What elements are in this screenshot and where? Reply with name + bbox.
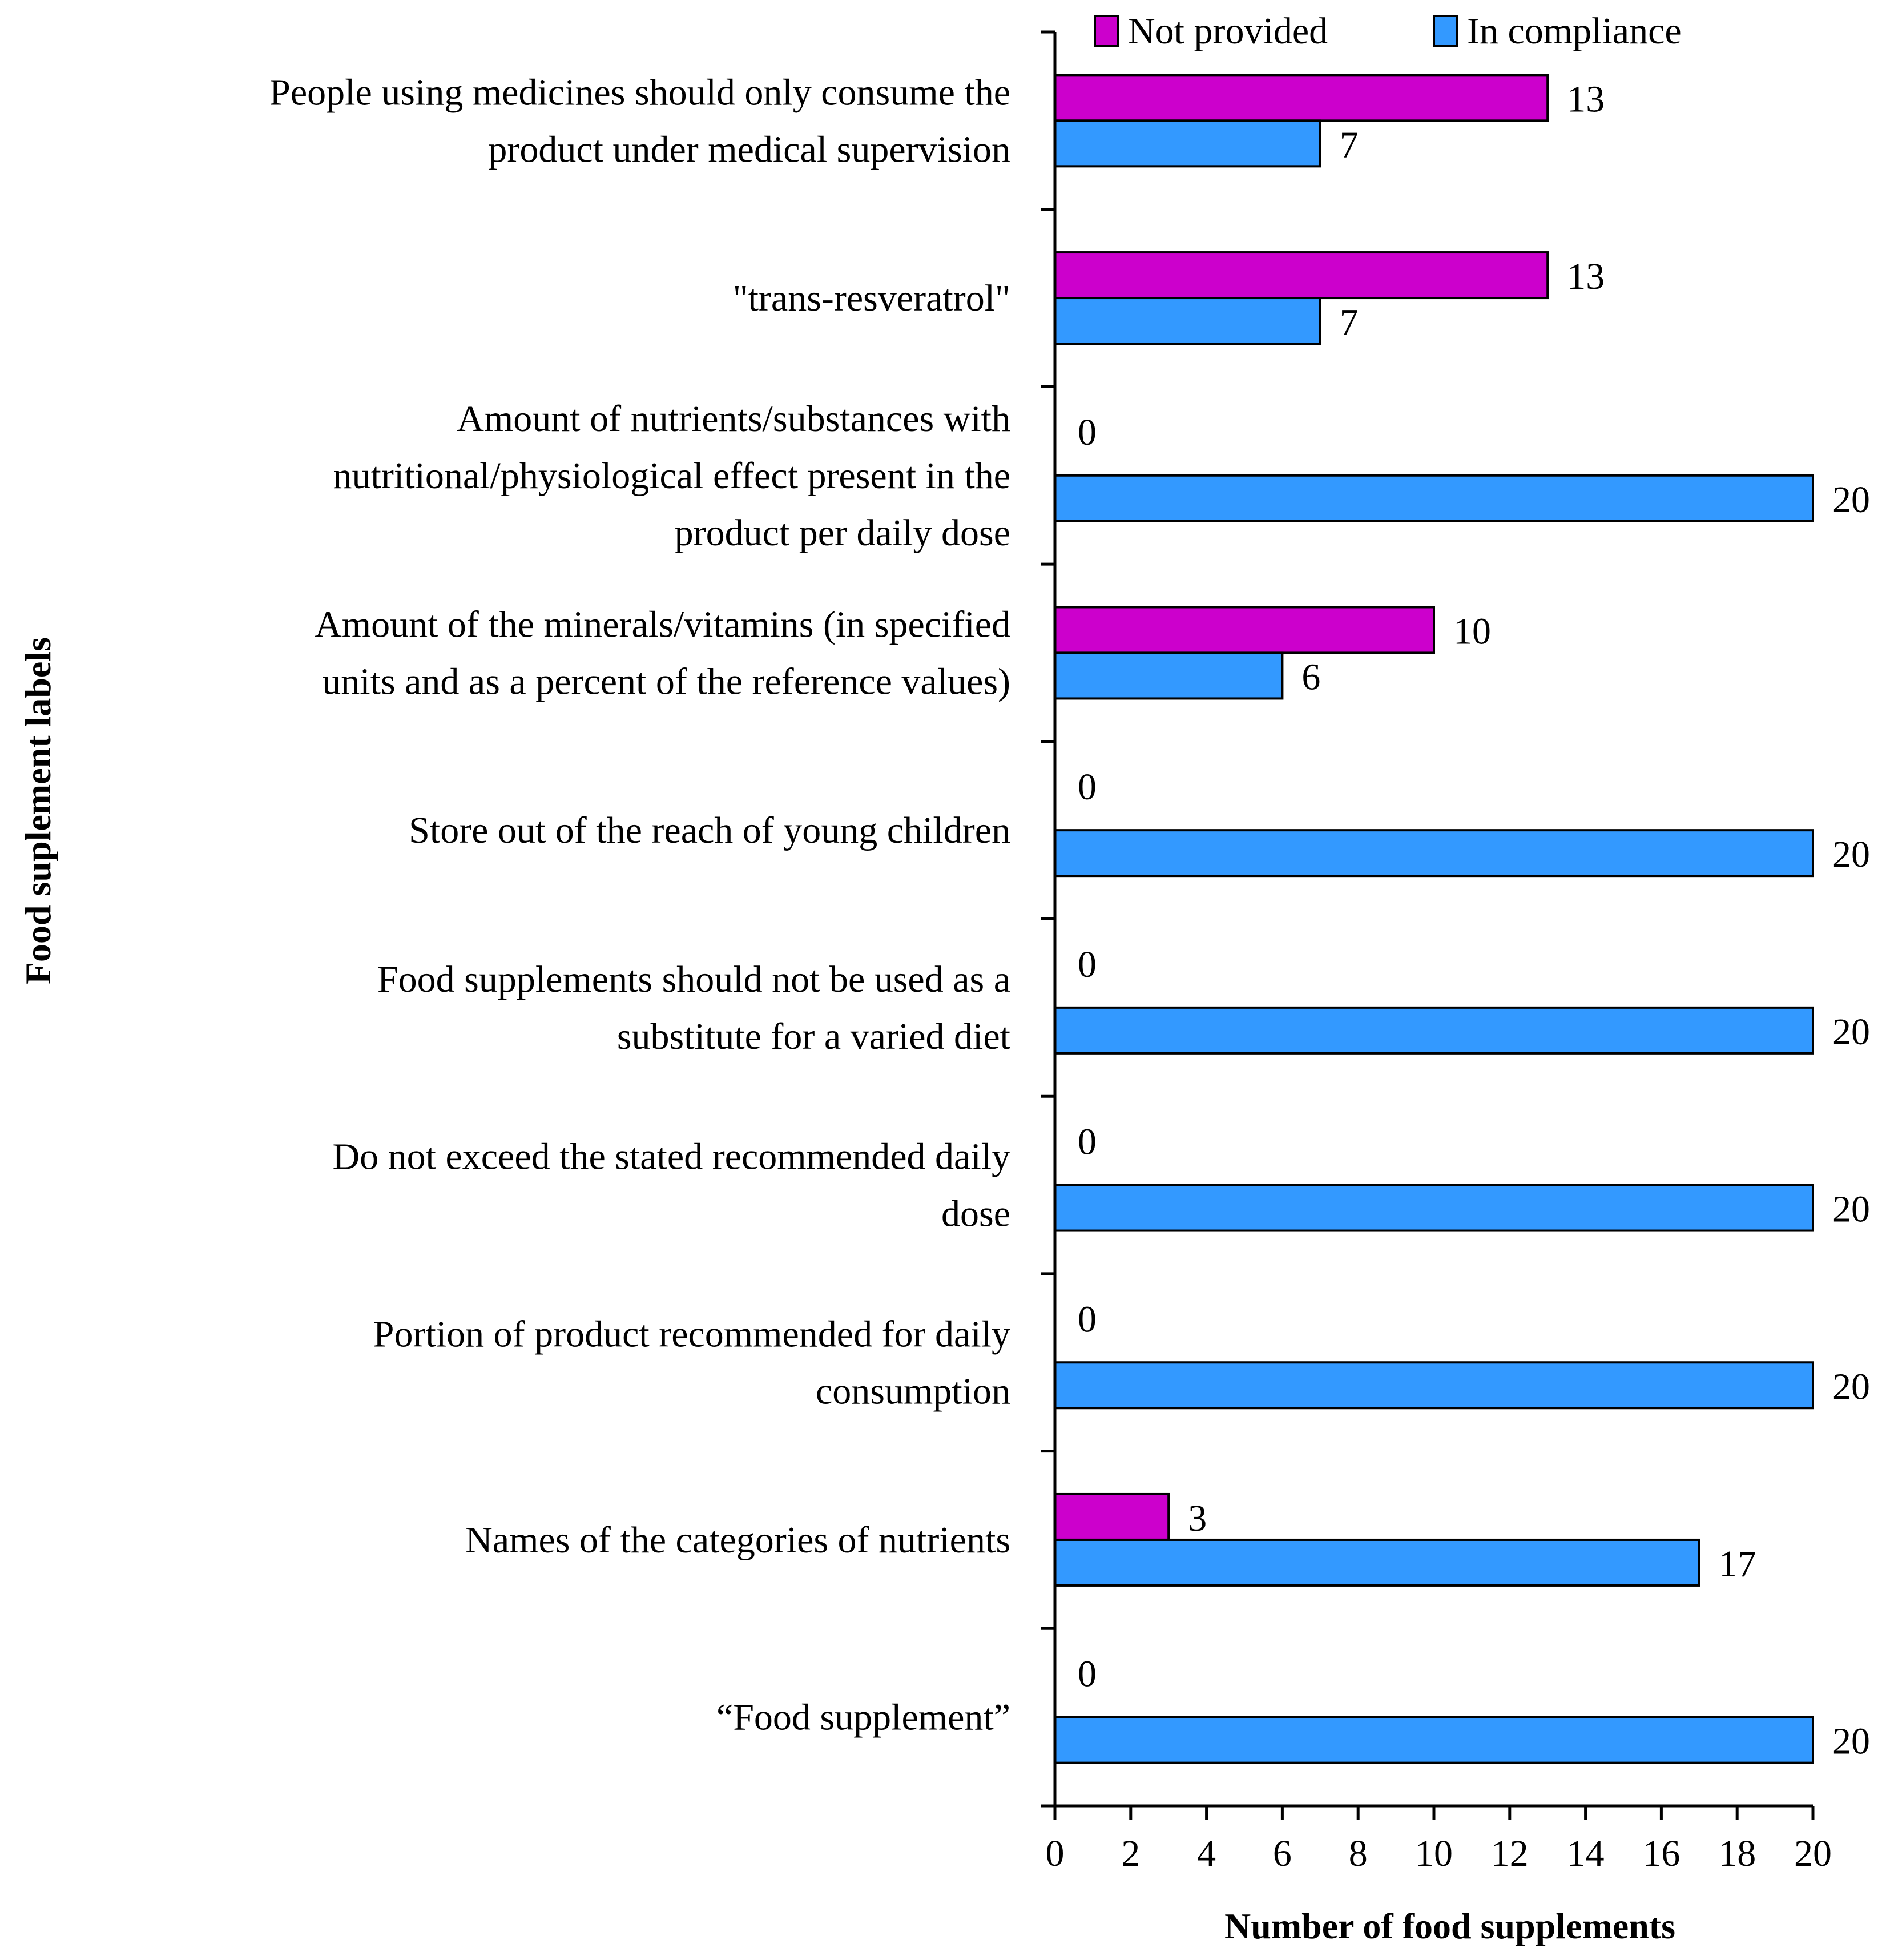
category-label: "trans-resveratrol" [733,277,1010,319]
x-tick-label: 6 [1273,1833,1292,1874]
legend-label-in-compliance: In compliance [1467,10,1682,52]
bar-in-compliance [1054,1538,1700,1587]
category-label-line: "trans-resveratrol" [733,277,1010,319]
bar-in-compliance [1054,1006,1814,1055]
x-tick-label: 2 [1121,1833,1140,1874]
data-label: 7 [1340,301,1359,343]
bar-in-compliance [1054,651,1284,700]
category-label-line: product under medical supervision [488,128,1010,170]
category-label-line: consumption [816,1370,1010,1412]
category-label: Amount of the minerals/vitamins (in spec… [315,603,1010,702]
x-tick-label: 0 [1046,1833,1065,1874]
plot-area: People using medicines should only consu… [269,30,1870,1874]
category-label-line: Food supplements should not be used as a [377,959,1010,1000]
x-tick-label: 8 [1349,1833,1368,1874]
category-label-line: People using medicines should only consu… [269,71,1010,113]
data-label: 0 [1078,944,1097,985]
bar-not-provided [1054,1492,1170,1541]
data-label: 20 [1832,1011,1870,1053]
data-label: 13 [1567,256,1605,297]
category-label: Store out of the reach of young children [409,810,1010,851]
category-label: “Food supplement” [716,1697,1010,1738]
x-tick-label: 16 [1642,1833,1680,1874]
bar-in-compliance [1054,829,1814,878]
legend-swatch-not-provided [1094,15,1119,47]
category-label-line: product per daily dose [675,512,1010,554]
legend-label-not-provided: Not provided [1128,10,1328,52]
bar-in-compliance [1054,297,1321,345]
legend: Not provided In compliance [1094,10,1682,52]
category-label: Food supplements should not be used as a… [377,959,1010,1057]
category-label-line: Amount of nutrients/substances with [457,398,1010,440]
category-label-line: “Food supplement” [716,1697,1010,1738]
bar-in-compliance [1054,474,1814,522]
bar-not-provided [1054,74,1549,122]
x-tick-label: 18 [1718,1833,1756,1874]
data-label: 0 [1078,1653,1097,1695]
bar-in-compliance [1054,1184,1814,1232]
bar-not-provided [1054,606,1435,654]
x-tick-label: 4 [1197,1833,1216,1874]
category-label: People using medicines should only consu… [269,71,1010,170]
x-tick-label: 10 [1415,1833,1453,1874]
bar-in-compliance [1054,119,1321,168]
data-label: 10 [1453,610,1491,652]
data-label: 0 [1078,1121,1097,1163]
data-label: 20 [1832,1366,1870,1407]
data-label: 20 [1832,1189,1870,1230]
category-label: Amount of nutrients/substances with nutri… [333,398,1010,554]
data-label: 20 [1832,1721,1870,1762]
category-label-line: Names of the categories of nutrients [465,1519,1010,1561]
category-label: Portion of product recommended for daily… [373,1313,1010,1412]
category-label-line: nutritional/physiological effect present… [333,455,1010,497]
x-axis-title: Number of food supplements [1224,1906,1675,1946]
data-label: 20 [1832,479,1870,521]
data-label: 20 [1832,834,1870,875]
data-label: 0 [1078,412,1097,453]
x-tick-label: 14 [1567,1833,1605,1874]
y-axis-title: Food suplement labels [18,637,58,984]
data-label: 0 [1078,1298,1097,1340]
data-label: 6 [1301,656,1320,698]
data-label: 7 [1340,124,1359,166]
category-label-line: Amount of the minerals/vitamins (in spec… [315,603,1010,645]
category-label-line: units and as a percent of the reference … [322,661,1010,702]
x-tick-label: 12 [1491,1833,1529,1874]
x-tick-label: 20 [1794,1833,1832,1874]
data-label: 0 [1078,766,1097,808]
category-label-line: dose [941,1193,1010,1235]
category-label-line: Do not exceed the stated recommended dai… [332,1136,1010,1178]
category-label: Names of the categories of nutrients [465,1519,1010,1561]
bar-in-compliance [1054,1361,1814,1410]
bar-not-provided [1054,251,1549,300]
category-label-line: Portion of product recommended for daily [373,1313,1010,1355]
bar-in-compliance [1054,1716,1814,1764]
category-label-line: substitute for a varied diet [617,1016,1010,1057]
category-label: Do not exceed the stated recommended dai… [332,1136,1010,1235]
data-label: 3 [1188,1498,1207,1539]
legend-swatch-in-compliance [1433,15,1458,47]
data-label: 17 [1719,1543,1756,1585]
category-label-line: Store out of the reach of young children [409,810,1010,851]
data-label: 13 [1567,78,1605,120]
